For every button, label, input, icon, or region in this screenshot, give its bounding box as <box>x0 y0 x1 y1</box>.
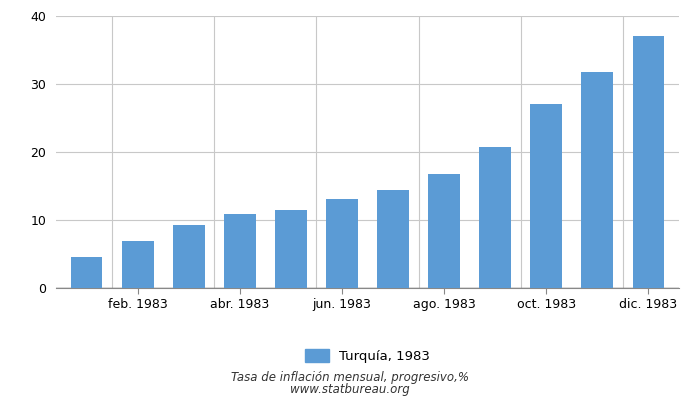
Bar <box>480 147 511 288</box>
Bar <box>224 214 256 288</box>
Bar <box>71 258 102 288</box>
Text: Tasa de inflación mensual, progresivo,%: Tasa de inflación mensual, progresivo,% <box>231 372 469 384</box>
Bar <box>531 104 562 288</box>
Bar <box>582 72 613 288</box>
Bar <box>326 199 358 288</box>
Bar <box>275 210 307 288</box>
Text: www.statbureau.org: www.statbureau.org <box>290 384 410 396</box>
Bar <box>122 241 153 288</box>
Legend: Turquía, 1983: Turquía, 1983 <box>300 344 435 368</box>
Bar <box>173 226 204 288</box>
Bar <box>428 174 460 288</box>
Bar <box>633 36 664 288</box>
Bar <box>377 190 409 288</box>
